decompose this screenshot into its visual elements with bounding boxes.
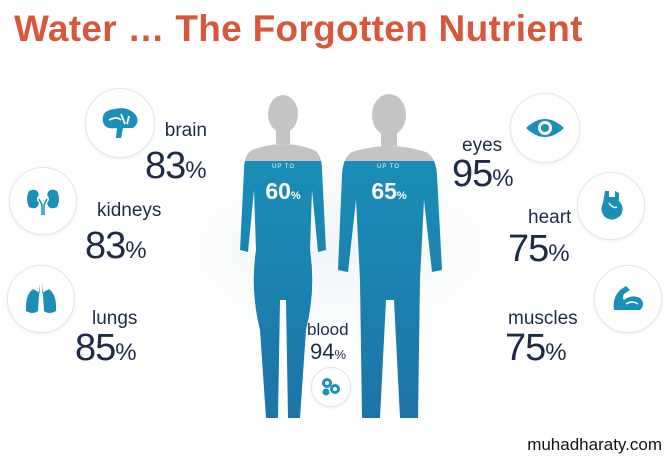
muscles-unit: %: [545, 339, 566, 366]
woman-water-percent: 60%: [258, 178, 308, 205]
eyes-label: eyes: [462, 135, 503, 156]
heart-label: heart: [528, 207, 572, 228]
blood-label: blood: [307, 320, 349, 339]
man-upto: UP TO: [377, 164, 401, 170]
eyes-value: 95: [452, 153, 493, 195]
brain-icon: [85, 88, 155, 158]
kidneys-percent: 83%: [85, 225, 147, 267]
heart-icon: [577, 172, 645, 240]
brain-label: brain: [164, 120, 207, 141]
blood-percent: 94%: [310, 341, 346, 363]
lungs-label: lungs: [92, 308, 138, 329]
lungs-icon: [7, 265, 75, 333]
brain-percent: 83%: [145, 145, 207, 187]
lungs-unit: %: [115, 339, 136, 366]
woman-upto: UP TO: [272, 164, 296, 170]
heart-value: 75: [508, 228, 549, 270]
blood-value: 94: [310, 339, 335, 364]
eyes-percent: 95%: [452, 153, 514, 195]
page-title: Water … The Forgotten Nutrient: [14, 8, 583, 49]
blood-cells-icon: [311, 367, 351, 407]
kidneys-label: kidneys: [97, 200, 162, 221]
brain-unit: %: [185, 157, 206, 184]
muscles-percent: 75%: [505, 327, 567, 369]
man-unit: %: [396, 190, 407, 202]
blood-unit: %: [334, 347, 347, 362]
kidneys-icon: [9, 167, 77, 235]
kidneys-unit: %: [125, 237, 146, 264]
lungs-percent: 85%: [75, 327, 137, 369]
lungs-value: 85: [75, 327, 116, 369]
heart-unit: %: [548, 240, 569, 267]
watermark: muhadharaty.com: [527, 435, 662, 454]
eye-icon: [510, 93, 580, 163]
brain-value: 83: [145, 145, 186, 187]
heart-percent: 75%: [508, 228, 570, 270]
woman-unit: %: [290, 190, 301, 202]
man-value: 65: [371, 178, 397, 204]
man-water-percent: 65%: [364, 178, 414, 205]
kidneys-value: 83: [85, 225, 126, 267]
eyes-unit: %: [492, 165, 513, 192]
muscles-value: 75: [505, 327, 546, 369]
muscles-label: muscles: [508, 308, 578, 329]
woman-value: 60: [265, 178, 291, 204]
muscle-icon: [594, 265, 662, 333]
